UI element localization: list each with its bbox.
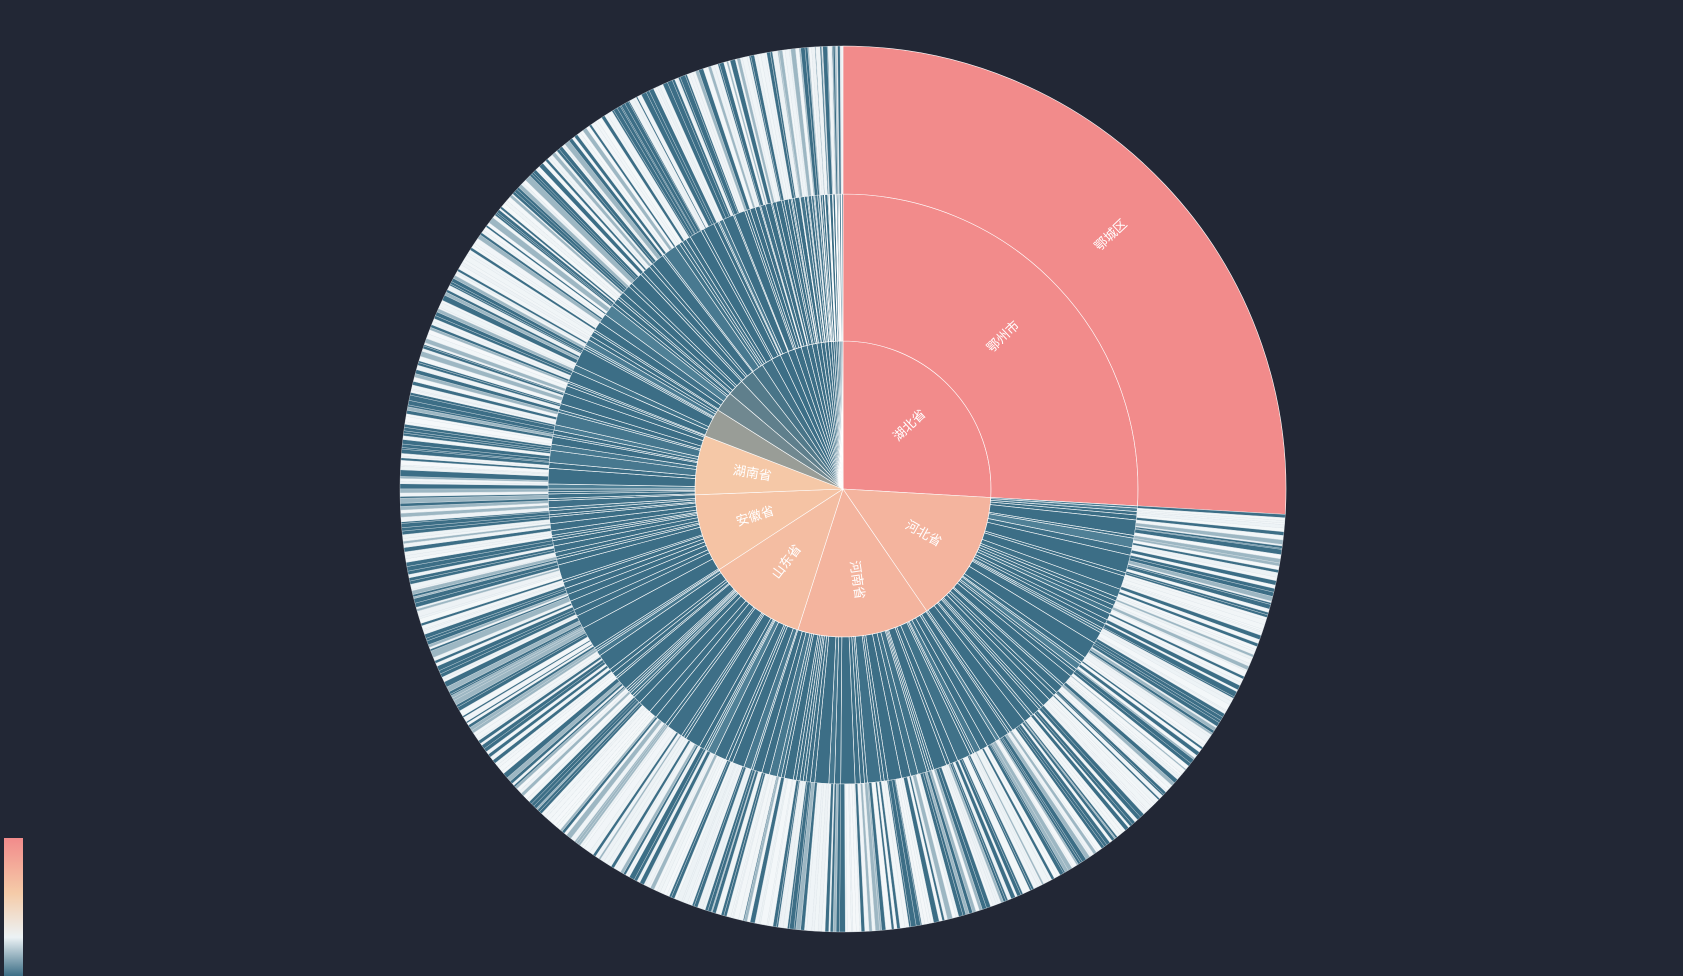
district-ring <box>399 45 1287 933</box>
province-ring <box>694 340 992 638</box>
province-label: 河南省 <box>846 559 867 600</box>
province-label: 湖南省 <box>732 462 773 484</box>
visual-map-gradient-bar[interactable] <box>4 838 23 976</box>
district-segment[interactable] <box>842 45 1287 515</box>
district-segment[interactable] <box>840 45 844 195</box>
visual-map-legend[interactable] <box>4 838 23 976</box>
